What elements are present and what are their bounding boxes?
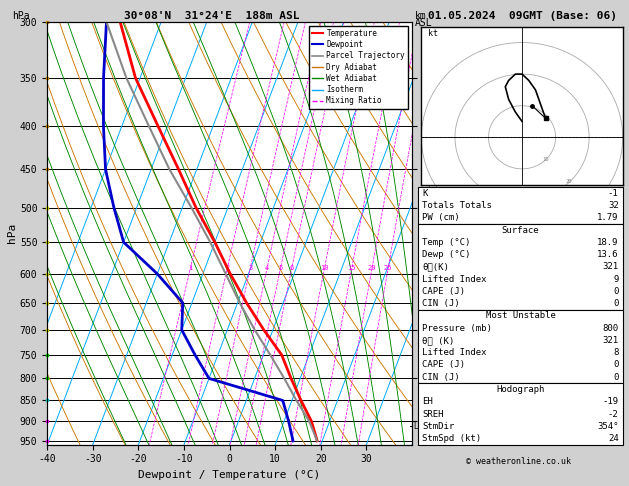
- Text: 0: 0: [613, 299, 619, 308]
- Text: θᴇ(K): θᴇ(K): [423, 262, 449, 271]
- Text: 0: 0: [613, 373, 619, 382]
- Text: Lifted Index: Lifted Index: [423, 275, 487, 284]
- Text: Temp (°C): Temp (°C): [423, 238, 470, 247]
- Bar: [418, 224, 623, 310]
- Text: 1: 1: [188, 265, 192, 271]
- X-axis label: Dewpoint / Temperature (°C): Dewpoint / Temperature (°C): [138, 470, 321, 480]
- Text: ASL: ASL: [415, 18, 433, 29]
- Text: 30: 30: [589, 201, 596, 206]
- Text: 6: 6: [290, 265, 294, 271]
- Text: Most Unstable: Most Unstable: [486, 312, 555, 320]
- Text: EH: EH: [423, 397, 433, 406]
- Text: 13.6: 13.6: [597, 250, 619, 259]
- Text: © weatheronline.co.uk: © weatheronline.co.uk: [467, 457, 571, 466]
- Text: 0: 0: [613, 361, 619, 369]
- Text: 800: 800: [603, 324, 619, 332]
- Text: 10: 10: [542, 157, 549, 162]
- Legend: Temperature, Dewpoint, Parcel Trajectory, Dry Adiabat, Wet Adiabat, Isotherm, Mi: Temperature, Dewpoint, Parcel Trajectory…: [309, 26, 408, 108]
- Text: -2: -2: [608, 410, 619, 418]
- Text: 0: 0: [613, 287, 619, 296]
- Text: 3: 3: [248, 265, 252, 271]
- Text: km: km: [415, 11, 427, 21]
- Text: 18.9: 18.9: [597, 238, 619, 247]
- Text: -1: -1: [608, 189, 619, 198]
- Text: -19: -19: [603, 397, 619, 406]
- Bar: [418, 187, 623, 224]
- Text: CAPE (J): CAPE (J): [423, 287, 465, 296]
- Text: 24: 24: [608, 434, 619, 443]
- Text: 5: 5: [279, 265, 282, 271]
- Text: 321: 321: [603, 336, 619, 345]
- Text: 32: 32: [608, 201, 619, 210]
- Text: 10: 10: [320, 265, 329, 271]
- Text: 30°08'N  31°24'E  188m ASL: 30°08'N 31°24'E 188m ASL: [123, 11, 299, 21]
- Y-axis label: hPa: hPa: [7, 223, 17, 243]
- Bar: [418, 310, 623, 383]
- Text: PW (cm): PW (cm): [423, 213, 460, 222]
- Text: 354°: 354°: [597, 422, 619, 431]
- Text: K: K: [423, 189, 428, 198]
- Text: 25: 25: [384, 265, 392, 271]
- Text: CIN (J): CIN (J): [423, 299, 460, 308]
- Text: Pressure (mb): Pressure (mb): [423, 324, 493, 332]
- Text: StmDir: StmDir: [423, 422, 455, 431]
- Text: kt: kt: [428, 29, 438, 38]
- Text: 20: 20: [368, 265, 376, 271]
- Text: StmSpd (kt): StmSpd (kt): [423, 434, 481, 443]
- Text: θᴇ (K): θᴇ (K): [423, 336, 455, 345]
- Text: 9: 9: [613, 275, 619, 284]
- Text: 2: 2: [225, 265, 230, 271]
- Text: 321: 321: [603, 262, 619, 271]
- Text: hPa: hPa: [13, 11, 30, 21]
- Bar: [418, 383, 623, 445]
- Text: 01.05.2024  09GMT (Base: 06): 01.05.2024 09GMT (Base: 06): [428, 11, 616, 21]
- Text: 15: 15: [348, 265, 356, 271]
- Y-axis label: Mixing Ratio (g/kg): Mixing Ratio (g/kg): [430, 182, 440, 284]
- Text: Dewp (°C): Dewp (°C): [423, 250, 470, 259]
- Text: Hodograph: Hodograph: [496, 385, 545, 394]
- Text: Surface: Surface: [502, 226, 539, 235]
- Text: CAPE (J): CAPE (J): [423, 361, 465, 369]
- Text: Totals Totals: Totals Totals: [423, 201, 493, 210]
- Text: Lifted Index: Lifted Index: [423, 348, 487, 357]
- Text: SREH: SREH: [423, 410, 444, 418]
- Text: 20: 20: [565, 179, 572, 184]
- Text: 4: 4: [265, 265, 269, 271]
- Text: LCL: LCL: [413, 421, 427, 431]
- Text: 1.79: 1.79: [597, 213, 619, 222]
- Text: 8: 8: [613, 348, 619, 357]
- Text: CIN (J): CIN (J): [423, 373, 460, 382]
